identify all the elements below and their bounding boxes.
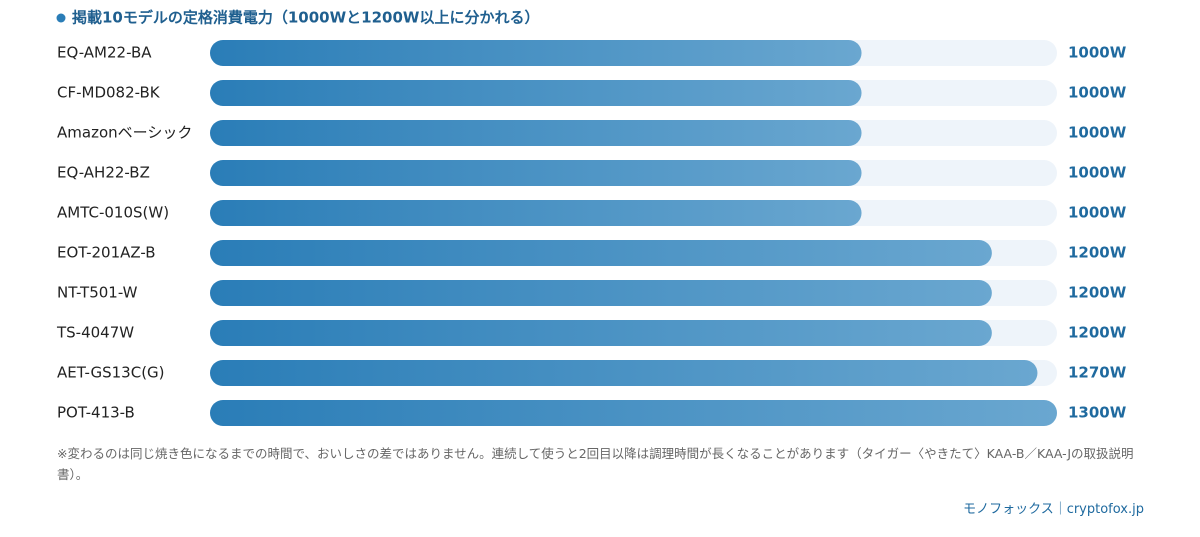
chart-title: 掲載10モデルの定格消費電力（1000Wと1200W以上に分かれる）	[72, 9, 539, 27]
category-label: EOT-201AZ-B	[57, 244, 156, 262]
bar	[210, 200, 862, 226]
source: モノフォックス｜cryptofox.jp	[963, 502, 1144, 517]
title-dot	[56, 13, 66, 23]
category-label: POT-413-B	[57, 404, 135, 422]
value-label: 1000W	[1068, 204, 1127, 222]
bar	[210, 280, 992, 306]
bar	[210, 320, 992, 346]
category-label: AET-GS13C(G)	[57, 364, 165, 382]
value-label: 1270W	[1068, 364, 1127, 382]
bar	[210, 40, 862, 66]
value-label: 1200W	[1068, 244, 1127, 262]
category-label: AMTC-010S(W)	[57, 204, 169, 222]
bar	[210, 400, 1057, 426]
value-label: 1000W	[1068, 164, 1127, 182]
bar	[210, 160, 862, 186]
category-label: NT-T501-W	[57, 284, 138, 302]
category-label: EQ-AH22-BZ	[57, 164, 150, 182]
category-label: EQ-AM22-BA	[57, 44, 152, 62]
value-label: 1300W	[1068, 404, 1127, 422]
category-label: TS-4047W	[56, 324, 134, 342]
bar	[210, 360, 1038, 386]
chart: 掲載10モデルの定格消費電力（1000Wと1200W以上に分かれる） EQ-AM…	[56, 9, 1127, 426]
value-label: 1200W	[1068, 324, 1127, 342]
bar	[210, 120, 862, 146]
category-label: CF-MD082-BK	[57, 84, 161, 102]
category-label: Amazonベーシック	[57, 124, 192, 142]
note: ※変わるのは同じ焼き色になるまでの時間で、おいしさの差ではありません。連続して使…	[57, 446, 1134, 482]
bar	[210, 240, 992, 266]
value-label: 1000W	[1068, 124, 1127, 142]
bar	[210, 80, 862, 106]
value-label: 1200W	[1068, 284, 1127, 302]
value-label: 1000W	[1068, 44, 1127, 62]
value-label: 1000W	[1068, 84, 1127, 102]
